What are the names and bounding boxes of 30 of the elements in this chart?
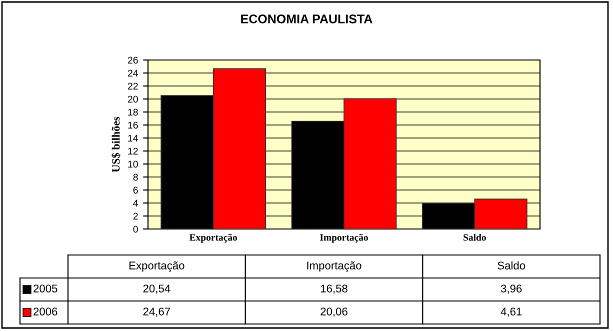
- y-tick-label: 24: [128, 70, 138, 77]
- y-tick-label: 0: [133, 226, 138, 233]
- y-tick-label: 4: [133, 200, 138, 207]
- data-label: 4,61: [500, 308, 522, 317]
- y-axis-title: US$ bilhões: [112, 116, 120, 172]
- y-tick-label: 26: [128, 56, 138, 64]
- y-tick-label: 6: [133, 186, 138, 194]
- data-label: 20,06: [320, 308, 348, 317]
- y-tick-label: 10: [128, 160, 138, 168]
- data-label: 20,54: [143, 284, 170, 294]
- data-label: 16,58: [320, 284, 348, 294]
- data-label: 3,96: [500, 284, 522, 294]
- x-tick-label: Importação: [320, 234, 368, 243]
- x-tick-label: Exportação: [189, 234, 237, 243]
- y-tick-label: 12: [128, 148, 138, 155]
- data-label: 24,67: [143, 308, 170, 317]
- legend-label: 2005: [34, 284, 58, 292]
- chart-title: ECONOMIA PAULISTA: [241, 14, 372, 24]
- category-label: Importação: [307, 261, 362, 272]
- y-tick-label: 14: [128, 134, 138, 142]
- category-label: Exportação: [129, 261, 184, 272]
- y-tick-label: 18: [128, 108, 138, 116]
- x-tick-label: Saldo: [464, 234, 486, 241]
- y-tick-label: 8: [133, 174, 138, 181]
- y-tick-label: 20: [128, 96, 138, 103]
- y-tick-label: 22: [128, 82, 138, 90]
- category-label: Saldo: [498, 261, 526, 270]
- y-tick-label: 16: [128, 122, 138, 129]
- y-tick-label: 2: [133, 212, 138, 220]
- legend-label: 2006: [34, 308, 58, 316]
